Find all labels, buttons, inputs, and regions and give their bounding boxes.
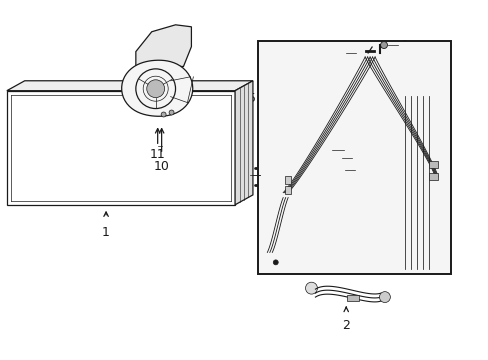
Bar bbox=[427, 174, 438, 180]
Circle shape bbox=[305, 282, 317, 294]
Polygon shape bbox=[7, 81, 252, 91]
Text: 5: 5 bbox=[335, 48, 342, 58]
Text: 5: 5 bbox=[245, 179, 253, 192]
Text: 5: 5 bbox=[247, 92, 255, 105]
Polygon shape bbox=[235, 81, 252, 205]
Circle shape bbox=[379, 292, 389, 302]
Bar bbox=[257, 41, 450, 274]
Text: 8: 8 bbox=[353, 152, 362, 165]
Bar bbox=[284, 176, 290, 184]
Bar bbox=[346, 295, 358, 301]
Text: 2: 2 bbox=[342, 319, 349, 332]
Text: 3: 3 bbox=[238, 168, 245, 181]
Circle shape bbox=[273, 260, 278, 265]
Text: 9: 9 bbox=[270, 142, 278, 155]
Circle shape bbox=[161, 112, 166, 117]
Text: 10: 10 bbox=[153, 160, 169, 173]
Bar bbox=[284, 186, 290, 194]
Bar bbox=[427, 161, 438, 168]
Circle shape bbox=[146, 80, 164, 98]
Polygon shape bbox=[136, 25, 191, 67]
Text: 6: 6 bbox=[399, 40, 406, 50]
Polygon shape bbox=[122, 60, 192, 116]
Text: 1: 1 bbox=[102, 226, 110, 239]
Circle shape bbox=[169, 110, 174, 115]
Text: 11: 11 bbox=[149, 148, 165, 161]
Text: 4: 4 bbox=[347, 144, 355, 157]
Text: 7: 7 bbox=[356, 163, 365, 176]
Circle shape bbox=[380, 41, 386, 49]
